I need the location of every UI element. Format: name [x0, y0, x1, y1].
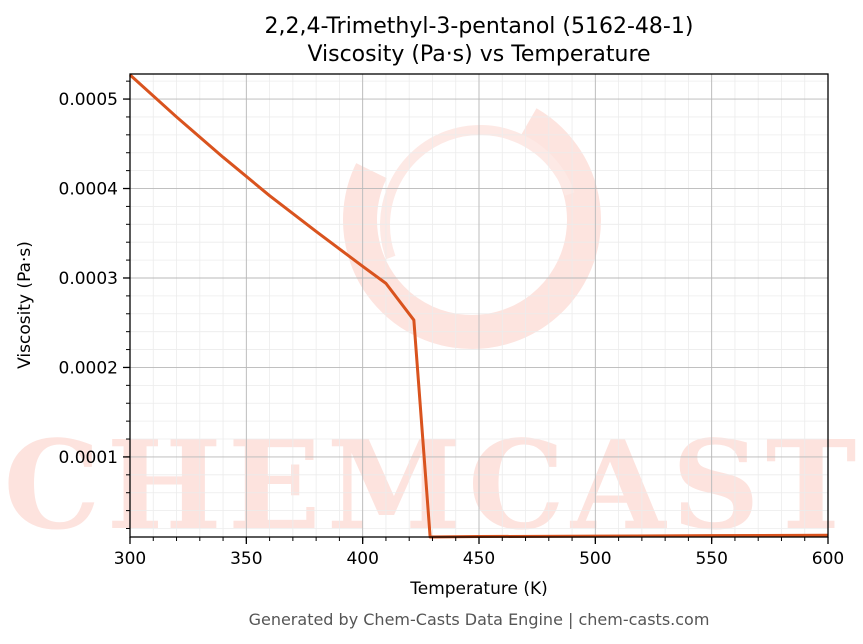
- footer-credit: Generated by Chem-Casts Data Engine | ch…: [249, 610, 710, 629]
- y-tick-label: 0.0001: [59, 448, 118, 468]
- x-tick-label: 600: [812, 549, 844, 569]
- x-tick-label: 400: [346, 549, 378, 569]
- y-tick-label: 0.0002: [59, 358, 118, 378]
- x-axis-ticks: 300 350 400 450 500 550 600: [114, 537, 844, 569]
- chart-title-line1: 2,2,4-Trimethyl-3-pentanol (5162-48-1): [265, 14, 694, 39]
- x-tick-label: 350: [230, 549, 262, 569]
- y-tick-label: 0.0005: [59, 90, 118, 110]
- watermark-swirl-icon: [343, 91, 601, 349]
- watermark-text: CHEMCASTS: [3, 413, 863, 557]
- y-axis-ticks: 0.0001 0.0002 0.0003 0.0004 0.0005: [59, 80, 130, 530]
- plot-area: [128, 73, 829, 539]
- x-tick-label: 300: [114, 549, 146, 569]
- chart-title-line2: Viscosity (Pa·s) vs Temperature: [307, 42, 650, 67]
- y-axis-label: Viscosity (Pa·s): [15, 241, 35, 369]
- series-line-0: [128, 73, 829, 539]
- y-tick-label: 0.0003: [59, 269, 118, 289]
- watermark-logo: CHEMCASTS: [3, 91, 863, 557]
- x-axis-label: Temperature (K): [409, 579, 548, 599]
- x-tick-label: 500: [579, 549, 611, 569]
- y-tick-label: 0.0004: [59, 180, 118, 200]
- x-tick-label: 550: [695, 549, 727, 569]
- x-tick-label: 450: [463, 549, 495, 569]
